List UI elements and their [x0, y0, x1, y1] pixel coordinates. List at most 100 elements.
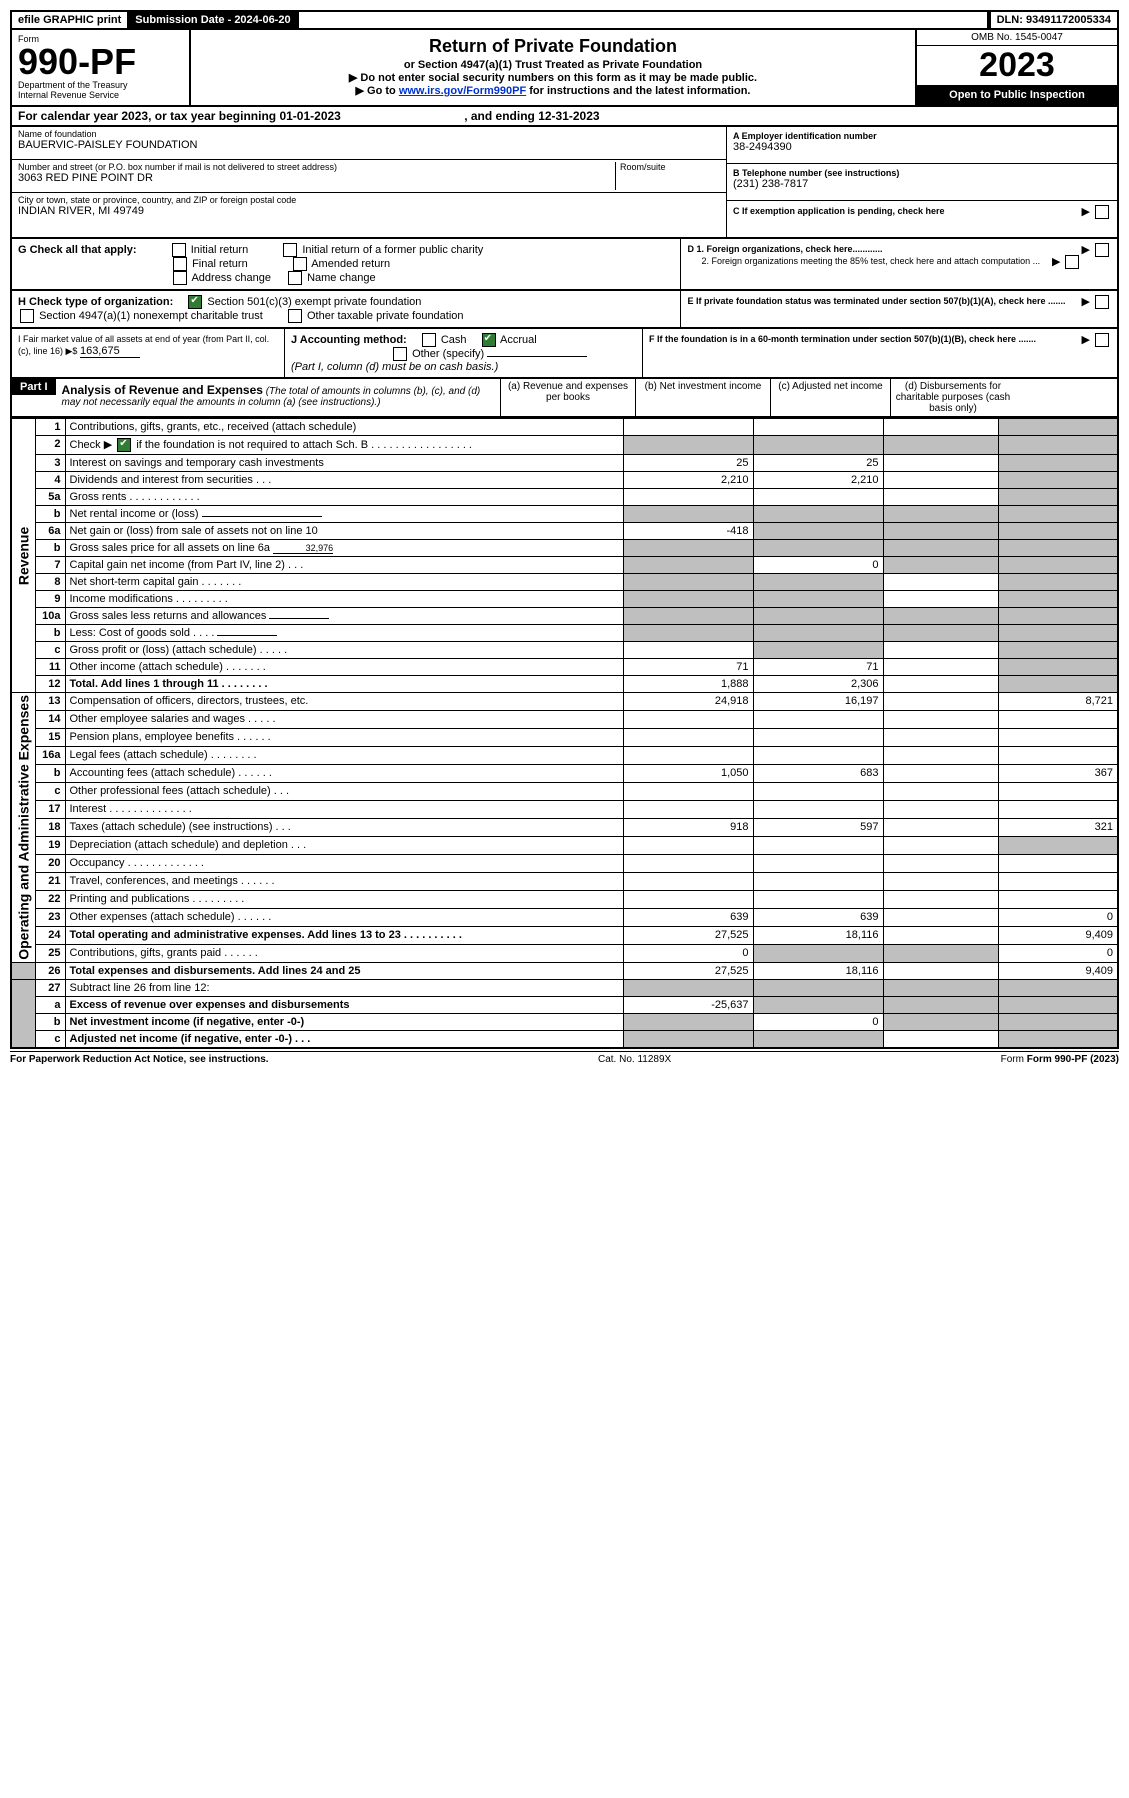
d2-label: 2. Foreign organizations meeting the 85%… [701, 256, 1040, 266]
line-5b: bNet rental income or (loss) [11, 506, 1118, 523]
g-initial-former: Initial return of a former public charit… [302, 244, 483, 256]
g-initial-checkbox[interactable] [172, 243, 186, 257]
line-15: 15Pension plans, employee benefits . . .… [11, 729, 1118, 747]
cal-mid: , and ending [464, 109, 538, 123]
d2-checkbox[interactable] [1065, 255, 1079, 269]
form-title: Return of Private Foundation [197, 36, 909, 57]
expenses-vlabel: Operating and Administrative Expenses [11, 693, 35, 963]
form-subtitle: or Section 4947(a)(1) Trust Treated as P… [197, 59, 909, 71]
section-g: G Check all that apply: Initial return I… [12, 239, 681, 289]
line-27-desc: Subtract line 26 from line 12: [65, 979, 623, 996]
line-26-d: 9,409 [998, 962, 1118, 979]
g-initial: Initial return [191, 244, 248, 256]
line-10b: bLess: Cost of goods sold . . . . [11, 625, 1118, 642]
dept-treasury: Department of the Treasury [18, 80, 183, 90]
line-13-b: 16,197 [753, 693, 883, 711]
line-3-desc: Interest on savings and temporary cash i… [65, 455, 623, 472]
line-5b-input[interactable] [202, 516, 322, 517]
phone-label: B Telephone number (see instructions) [733, 168, 1111, 178]
line-12: 12Total. Add lines 1 through 11 . . . . … [11, 676, 1118, 693]
c-label: C If exemption application is pending, c… [733, 206, 945, 216]
topbar-spacer [299, 12, 989, 28]
h-501c3-checkbox[interactable] [188, 295, 202, 309]
line-25-desc: Contributions, gifts, grants paid . . . … [65, 944, 623, 962]
g-amended-checkbox[interactable] [293, 257, 307, 271]
j-cash-checkbox[interactable] [422, 333, 436, 347]
irs-link[interactable]: www.irs.gov/Form990PF [399, 85, 526, 97]
line-16a: 16aLegal fees (attach schedule) . . . . … [11, 747, 1118, 765]
d1-checkbox[interactable] [1095, 243, 1109, 257]
i-value: 163,675 [80, 345, 140, 358]
city: INDIAN RIVER, MI 49749 [18, 205, 720, 217]
g-initial-former-checkbox[interactable] [283, 243, 297, 257]
line-4: 4Dividends and interest from securities … [11, 472, 1118, 489]
note2-pre: ▶ Go to [356, 85, 399, 97]
line-4-b: 2,210 [753, 472, 883, 489]
line-5b-desc: Net rental income or (loss) [65, 506, 623, 523]
line-23-b: 639 [753, 908, 883, 926]
line-24-d: 9,409 [998, 926, 1118, 944]
h-501c3: Section 501(c)(3) exempt private foundat… [207, 296, 421, 308]
phone-row: B Telephone number (see instructions) (2… [727, 164, 1117, 201]
line-20-desc: Occupancy . . . . . . . . . . . . . [65, 854, 623, 872]
footer-mid: Cat. No. 11289X [598, 1054, 671, 1065]
year-block: OMB No. 1545-0047 2023 Open to Public In… [915, 30, 1117, 105]
line-27a-desc: Excess of revenue over expenses and disb… [65, 996, 623, 1013]
line-7-desc: Capital gain net income (from Part IV, l… [65, 557, 623, 574]
line-16a-desc: Legal fees (attach schedule) . . . . . .… [65, 747, 623, 765]
j-other-input[interactable] [487, 356, 587, 357]
j-other: Other (specify) [412, 348, 484, 360]
g-name-checkbox[interactable] [288, 271, 302, 285]
form-id-block: Form 990-PF Department of the Treasury I… [12, 30, 191, 105]
line-11-b: 71 [753, 659, 883, 676]
h-label: H Check type of organization: [18, 296, 173, 308]
c-row: C If exemption application is pending, c… [727, 201, 1117, 237]
j-cash: Cash [441, 334, 467, 346]
line-27c: cAdjusted net income (if negative, enter… [11, 1030, 1118, 1048]
line-9-desc: Income modifications . . . . . . . . . [65, 591, 623, 608]
line-1-desc: Contributions, gifts, grants, etc., rece… [65, 419, 623, 436]
line-7-b: 0 [753, 557, 883, 574]
line-6a: 6aNet gain or (loss) from sale of assets… [11, 523, 1118, 540]
line-27c-desc: Adjusted net income (if negative, enter … [65, 1030, 623, 1048]
line-24-b: 18,116 [753, 926, 883, 944]
line-3-a: 25 [623, 455, 753, 472]
g-addr-checkbox[interactable] [173, 271, 187, 285]
line-26-desc: Total expenses and disbursements. Add li… [65, 962, 623, 979]
g-final-checkbox[interactable] [173, 257, 187, 271]
line-14-desc: Other employee salaries and wages . . . … [65, 711, 623, 729]
line-23-d: 0 [998, 908, 1118, 926]
form-note2: ▶ Go to www.irs.gov/Form990PF for instru… [197, 84, 909, 97]
line-12-desc: Total. Add lines 1 through 11 . . . . . … [65, 676, 623, 693]
j-label: J Accounting method: [291, 334, 407, 346]
line-10a-desc: Gross sales less returns and allowances [65, 608, 623, 625]
line-2-checkbox[interactable] [117, 438, 131, 452]
line-1: Revenue1Contributions, gifts, grants, et… [11, 419, 1118, 436]
omb-number: OMB No. 1545-0047 [917, 30, 1117, 46]
phone-value: (231) 238-7817 [733, 178, 1111, 190]
line-10a-input[interactable] [269, 618, 329, 619]
line-13: Operating and Administrative Expenses13C… [11, 693, 1118, 711]
topbar: efile GRAPHIC print Submission Date - 20… [10, 10, 1119, 30]
line-3-b: 25 [753, 455, 883, 472]
j-other-checkbox[interactable] [393, 347, 407, 361]
line-17-desc: Interest . . . . . . . . . . . . . . [65, 801, 623, 819]
section-i-j-f: I Fair market value of all assets at end… [10, 329, 1119, 379]
d1-label: D 1. Foreign organizations, check here..… [687, 244, 882, 254]
line-10b-input[interactable] [217, 635, 277, 636]
efile-print-button[interactable]: efile GRAPHIC print [12, 12, 129, 28]
h-4947-checkbox[interactable] [20, 309, 34, 323]
c-checkbox[interactable] [1095, 205, 1109, 219]
h-other-checkbox[interactable] [288, 309, 302, 323]
e-label: E If private foundation status was termi… [687, 296, 1065, 306]
j-accrual-checkbox[interactable] [482, 333, 496, 347]
f-checkbox[interactable] [1095, 333, 1109, 347]
line-12-b: 2,306 [753, 676, 883, 693]
line-18-d: 321 [998, 818, 1118, 836]
line-16c: cOther professional fees (attach schedul… [11, 783, 1118, 801]
line-8-desc: Net short-term capital gain . . . . . . … [65, 574, 623, 591]
dln: DLN: 93491172005334 [989, 12, 1117, 28]
line-11-a: 71 [623, 659, 753, 676]
e-checkbox[interactable] [1095, 295, 1109, 309]
footer-right: Form Form 990-PF (2023) [1001, 1054, 1119, 1065]
